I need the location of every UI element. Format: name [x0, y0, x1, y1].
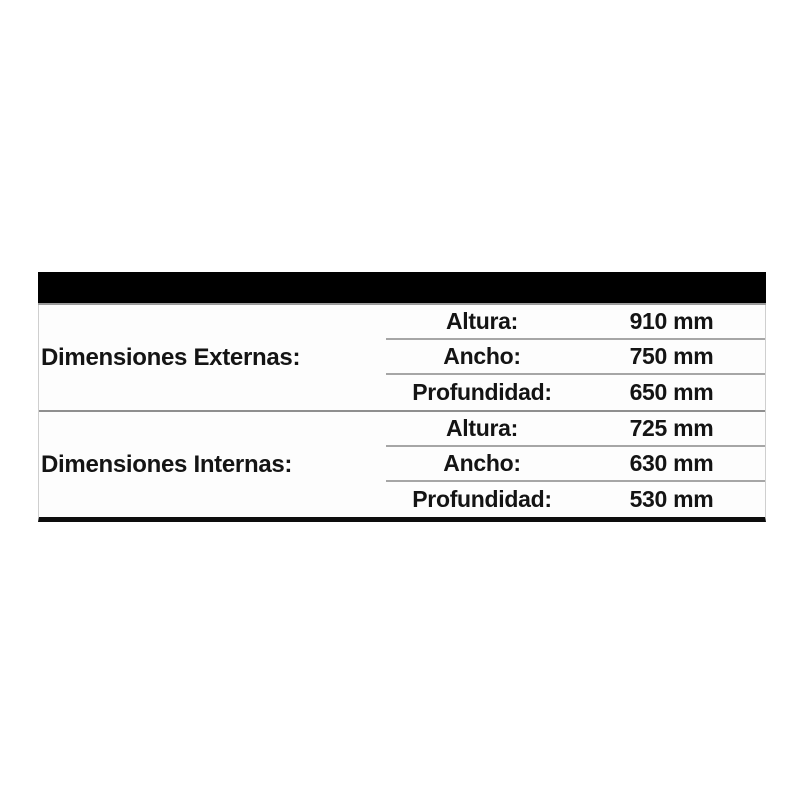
- group-dimensiones-externas: Dimensiones Externas: Altura: 910 mm Anc…: [39, 305, 765, 410]
- group-label: Dimensiones Internas:: [41, 450, 293, 478]
- group-label: Dimensiones Externas:: [41, 343, 301, 371]
- table-row: Profundidad: 650 mm: [386, 375, 765, 410]
- dimension-value: 630 mm: [629, 450, 714, 476]
- group-label-cell: Dimensiones Internas:: [39, 412, 386, 517]
- subrows: Altura: 725 mm Ancho: 630 mm Profundidad…: [386, 412, 765, 517]
- table-row: Altura: 725 mm: [386, 412, 765, 447]
- dimensions-spec-table: Dimensiones Externas: Altura: 910 mm Anc…: [38, 272, 766, 522]
- dimension-value: 750 mm: [629, 343, 714, 369]
- table-header-bar: [38, 272, 766, 305]
- dimension-label: Profundidad:: [412, 486, 552, 512]
- group-dimensiones-internas: Dimensiones Internas: Altura: 725 mm Anc…: [39, 410, 765, 517]
- dimension-value: 910 mm: [629, 308, 714, 334]
- dimension-value: 650 mm: [629, 379, 714, 405]
- table-row: Ancho: 750 mm: [386, 340, 765, 375]
- table-row: Ancho: 630 mm: [386, 447, 765, 482]
- table-row: Altura: 910 mm: [386, 305, 765, 340]
- table-body: Dimensiones Externas: Altura: 910 mm Anc…: [38, 305, 766, 522]
- dimension-label: Ancho:: [443, 343, 521, 369]
- dimension-label: Altura:: [445, 308, 518, 334]
- dimension-value: 530 mm: [629, 486, 714, 512]
- dimension-label: Altura:: [445, 415, 518, 441]
- group-label-cell: Dimensiones Externas:: [39, 305, 386, 410]
- dimension-label: Profundidad:: [412, 379, 552, 405]
- subrows: Altura: 910 mm Ancho: 750 mm Profundidad…: [386, 305, 765, 410]
- dimension-label: Ancho:: [443, 450, 521, 476]
- table-row: Profundidad: 530 mm: [386, 482, 765, 517]
- dimension-value: 725 mm: [629, 415, 714, 441]
